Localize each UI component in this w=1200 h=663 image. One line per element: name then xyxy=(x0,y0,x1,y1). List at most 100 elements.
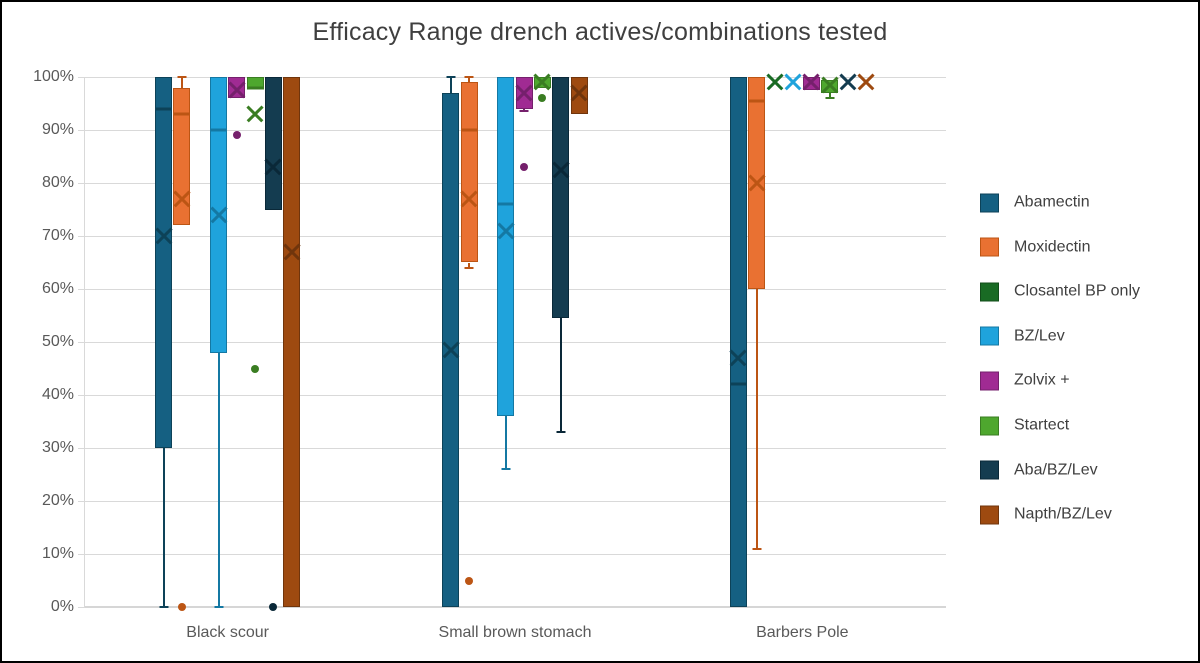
legend-item-closantel-bp-only: Closantel BP only xyxy=(980,282,1140,302)
mean-marker-bz-lev-small-brown-stomach xyxy=(497,222,515,239)
y-axis-tick xyxy=(78,554,84,555)
gridline xyxy=(84,129,946,131)
legend-label-closantel-bp-only: Closantel BP only xyxy=(1014,282,1140,300)
whisker-cap-moxidectin-black-scour xyxy=(177,76,187,78)
whisker-high-moxidectin-black-scour xyxy=(180,77,183,88)
y-axis-tick-label: 50% xyxy=(41,333,74,350)
x-axis-category-label: Small brown stomach xyxy=(438,624,592,641)
mean-marker-napth-bz-lev-small-brown-stomach xyxy=(570,84,588,102)
mean-marker-zolvix-small-brown-stomach xyxy=(515,84,533,102)
median-moxidectin-small-brown-stomach xyxy=(460,128,478,132)
mean-marker-aba-bz-lev-black-scour xyxy=(265,158,282,176)
y-axis-tick-label: 80% xyxy=(41,174,74,191)
legend-item-moxidectin: Moxidectin xyxy=(980,237,1091,257)
whisker-cap-abamectin-small-brown-stomach xyxy=(446,76,456,78)
median-abamectin-black-scour xyxy=(155,107,173,111)
box-aba-bz-lev-small-brown-stomach xyxy=(552,77,570,319)
legend-label-abamectin: Abamectin xyxy=(1014,193,1090,211)
gridline xyxy=(84,500,946,502)
y-axis-tick-label: 30% xyxy=(41,439,74,456)
box-aba-bz-lev-black-scour xyxy=(264,77,282,210)
legend-item-napth-bz-lev: Napth/BZ/Lev xyxy=(980,505,1112,525)
gridline xyxy=(84,288,946,290)
mean-marker-zolvix-black-scour xyxy=(228,81,246,99)
mean-marker-startect-black-scour xyxy=(246,105,264,123)
gridline xyxy=(84,394,946,396)
whisker-cap-abamectin-black-scour xyxy=(159,606,169,608)
whisker-high-abamectin-small-brown-stomach xyxy=(449,77,452,93)
outlier-moxidectin-small-brown-stomach xyxy=(465,576,474,585)
whisker-high-moxidectin-small-brown-stomach xyxy=(468,77,471,83)
mean-marker-bz-lev-black-scour xyxy=(210,206,227,223)
x-axis-category-label: Barbers Pole xyxy=(756,624,849,641)
legend-swatch-abamectin xyxy=(980,193,999,212)
y-axis-line xyxy=(84,77,85,608)
median-bz-lev-black-scour xyxy=(210,128,228,132)
legend-swatch-moxidectin xyxy=(980,237,999,257)
whisker-low-zolvix-small-brown-stomach xyxy=(523,108,526,112)
y-axis-tick xyxy=(78,130,84,131)
gridline xyxy=(84,182,946,184)
box-bz-lev-small-brown-stomach xyxy=(497,77,515,417)
y-axis-tick-label: 20% xyxy=(41,492,74,509)
legend-swatch-zolvix xyxy=(980,371,999,391)
mean-marker-moxidectin-small-brown-stomach xyxy=(460,190,478,208)
whisker-cap-moxidectin-barbers-pole xyxy=(752,547,762,550)
whisker-low-moxidectin-barbers-pole xyxy=(755,289,758,549)
y-axis-tick xyxy=(78,607,84,608)
gridline xyxy=(84,76,946,78)
whisker-cap-bz-lev-black-scour xyxy=(214,606,224,608)
x-axis-category-label: Black scour xyxy=(186,624,270,641)
legend-label-aba-bz-lev: Aba/BZ/Lev xyxy=(1014,461,1098,479)
median-abamectin-barbers-pole xyxy=(729,382,747,386)
legend-item-aba-bz-lev: Aba/BZ/Lev xyxy=(980,460,1098,480)
y-axis-tick-label: 40% xyxy=(41,386,74,403)
whisker-low-startect-barbers-pole xyxy=(828,92,831,99)
whisker-low-aba-bz-lev-small-brown-stomach xyxy=(559,318,562,433)
legend-label-moxidectin: Moxidectin xyxy=(1014,238,1091,256)
y-axis-tick xyxy=(78,183,84,184)
y-axis-tick-label: 100% xyxy=(33,68,74,85)
whisker-low-abamectin-black-scour xyxy=(162,448,165,607)
whisker-cap-moxidectin-small-brown-stomach xyxy=(464,76,474,78)
mean-marker-startect-small-brown-stomach xyxy=(534,73,551,91)
box-abamectin-black-scour xyxy=(155,77,173,448)
box-moxidectin-small-brown-stomach xyxy=(460,82,478,263)
whisker-low-bz-lev-black-scour xyxy=(217,352,220,607)
legend-item-bz-lev: BZ/Lev xyxy=(980,326,1065,346)
mean-marker-moxidectin-barbers-pole xyxy=(748,174,765,192)
outlier-startect-small-brown-stomach xyxy=(538,94,547,103)
mean-marker-aba-bz-lev-small-brown-stomach xyxy=(552,161,570,178)
chart-title: Efficacy Range drench actives/combinatio… xyxy=(312,18,888,46)
mean-marker-moxidectin-black-scour xyxy=(173,190,191,208)
y-axis-tick-label: 0% xyxy=(50,598,74,615)
y-axis-tick xyxy=(78,448,84,449)
gridline xyxy=(84,341,946,343)
gridline xyxy=(84,606,946,608)
whisker-low-bz-lev-small-brown-stomach xyxy=(504,416,507,470)
y-axis-tick-label: 90% xyxy=(41,121,74,138)
legend-swatch-bz-lev xyxy=(980,326,999,346)
legend-label-bz-lev: BZ/Lev xyxy=(1014,327,1065,345)
mean-marker-aba-bz-lev-barbers-pole xyxy=(839,73,857,91)
mean-marker-abamectin-black-scour xyxy=(155,227,172,245)
outlier-aba-bz-lev-black-scour xyxy=(269,603,278,611)
whisker-cap-aba-bz-lev-small-brown-stomach xyxy=(556,431,566,434)
gridline xyxy=(84,553,946,555)
whisker-cap-bz-lev-small-brown-stomach xyxy=(501,468,511,471)
outlier-startect-black-scour xyxy=(251,364,260,373)
y-axis-tick-label: 60% xyxy=(41,280,74,297)
legend-label-startect: Startect xyxy=(1014,416,1070,434)
legend-swatch-aba-bz-lev xyxy=(980,460,999,480)
legend-label-zolvix: Zolvix + xyxy=(1014,371,1070,389)
mean-marker-bz-lev-barbers-pole xyxy=(784,73,802,91)
whisker-cap-moxidectin-small-brown-stomach xyxy=(464,266,474,269)
legend-item-zolvix: Zolvix + xyxy=(980,371,1070,391)
legend-swatch-startect xyxy=(980,416,999,435)
mean-marker-zolvix-barbers-pole xyxy=(803,73,820,91)
legend-label-napth-bz-lev: Napth/BZ/Lev xyxy=(1014,505,1112,523)
mean-marker-abamectin-barbers-pole xyxy=(729,349,747,367)
y-axis-tick xyxy=(78,501,84,502)
median-moxidectin-black-scour xyxy=(173,112,191,116)
